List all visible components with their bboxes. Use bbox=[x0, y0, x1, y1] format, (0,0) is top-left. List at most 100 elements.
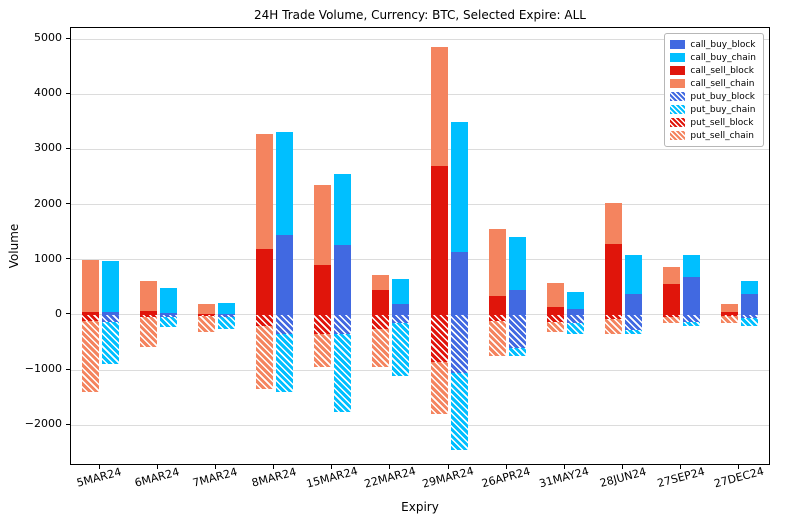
legend-swatch-put_buy_block bbox=[670, 92, 686, 101]
legend-label: put_buy_chain bbox=[690, 104, 756, 115]
bar-put_sell_block bbox=[605, 314, 623, 320]
legend-label: put_sell_block bbox=[690, 117, 754, 128]
x-tick-mark bbox=[273, 465, 275, 469]
bar-call_sell_block bbox=[372, 290, 390, 315]
y-tick-label: 1000 bbox=[34, 251, 62, 265]
bar-call_buy_chain bbox=[741, 280, 759, 294]
bar-put_sell_block bbox=[197, 314, 215, 317]
bar-call_sell_block bbox=[605, 244, 623, 315]
bar-call_sell_block bbox=[430, 165, 448, 315]
bar-call_buy_chain bbox=[508, 236, 526, 291]
bar-call_sell_chain bbox=[605, 202, 623, 245]
legend-label: put_sell_chain bbox=[690, 130, 754, 141]
bar-call_buy_chain bbox=[276, 131, 294, 235]
bar-call_sell_chain bbox=[721, 303, 739, 313]
bar-put_buy_block bbox=[625, 314, 643, 331]
bar-put_sell_chain bbox=[605, 319, 623, 335]
y-tick-mark bbox=[66, 313, 70, 315]
bar-call_buy_chain bbox=[101, 261, 119, 312]
bar-put_sell_block bbox=[430, 314, 448, 362]
legend-swatch-call_buy_chain bbox=[670, 53, 686, 62]
bar-call_sell_block bbox=[721, 312, 739, 315]
y-tick-label: −2000 bbox=[24, 417, 62, 431]
gridline bbox=[71, 93, 769, 95]
gridline bbox=[71, 424, 769, 426]
bar-put_buy_chain bbox=[334, 334, 352, 412]
bar-call_buy_block bbox=[741, 294, 759, 315]
bar-put_buy_chain bbox=[683, 321, 701, 327]
bar-put_sell_chain bbox=[139, 316, 157, 347]
gridline bbox=[71, 148, 769, 150]
x-tick-mark bbox=[680, 465, 682, 469]
bar-call_buy_chain bbox=[450, 121, 468, 252]
legend-item-put_sell_block: put_sell_block bbox=[670, 116, 756, 129]
bar-put_buy_chain bbox=[101, 321, 119, 364]
y-tick-mark bbox=[66, 258, 70, 260]
bar-put_buy_block bbox=[566, 314, 584, 324]
legend-label: call_sell_chain bbox=[690, 78, 755, 89]
bar-call_sell_block bbox=[488, 295, 506, 315]
bar-put_sell_block bbox=[139, 314, 157, 317]
bar-put_buy_chain bbox=[625, 330, 643, 335]
bar-call_sell_chain bbox=[314, 185, 332, 266]
bar-put_buy_block bbox=[217, 314, 235, 317]
bar-put_sell_chain bbox=[372, 328, 390, 368]
y-tick-label: 4000 bbox=[34, 86, 62, 100]
legend-item-call_sell_block: call_sell_block bbox=[670, 64, 756, 77]
bar-call_sell_chain bbox=[663, 266, 681, 285]
gridline bbox=[71, 369, 769, 371]
bar-put_buy_chain bbox=[741, 318, 759, 327]
bar-call_buy_chain bbox=[683, 254, 701, 278]
x-tick-mark bbox=[214, 465, 216, 469]
bar-put_buy_chain bbox=[450, 372, 468, 451]
bar-call_sell_chain bbox=[256, 133, 274, 249]
bar-call_buy_block bbox=[683, 277, 701, 315]
bar-call_buy_chain bbox=[159, 288, 177, 313]
bar-put_buy_chain bbox=[392, 323, 410, 376]
x-tick-mark bbox=[156, 465, 158, 469]
x-tick-mark bbox=[563, 465, 565, 469]
bar-call_buy_block bbox=[334, 244, 352, 315]
legend-label: put_buy_block bbox=[690, 91, 755, 102]
legend-label: call_sell_block bbox=[690, 65, 754, 76]
bar-put_sell_block bbox=[488, 314, 506, 321]
bar-put_sell_block bbox=[256, 314, 274, 327]
bar-call_sell_chain bbox=[372, 275, 390, 291]
bar-put_sell_block bbox=[546, 314, 564, 322]
bar-call_sell_block bbox=[256, 248, 274, 315]
bar-call_buy_block bbox=[508, 290, 526, 315]
bar-put_sell_chain bbox=[430, 361, 448, 415]
bar-call_sell_block bbox=[314, 265, 332, 315]
bar-put_buy_chain bbox=[217, 316, 235, 329]
bar-call_buy_chain bbox=[334, 174, 352, 245]
bar-call_buy_chain bbox=[566, 291, 584, 310]
y-tick-label: 2000 bbox=[34, 196, 62, 210]
x-tick-mark bbox=[447, 465, 449, 469]
legend-item-call_buy_chain: call_buy_chain bbox=[670, 51, 756, 64]
bar-put_buy_chain bbox=[566, 323, 584, 335]
bar-put_buy_chain bbox=[276, 334, 294, 393]
bar-put_buy_block bbox=[392, 314, 410, 324]
legend-label: call_buy_block bbox=[690, 39, 756, 50]
legend-item-call_sell_chain: call_sell_chain bbox=[670, 77, 756, 90]
y-tick-label: 0 bbox=[55, 306, 62, 320]
bar-put_buy_chain bbox=[508, 348, 526, 357]
bar-put_sell_block bbox=[721, 314, 739, 317]
bar-call_buy_block bbox=[450, 251, 468, 315]
y-tick-label: −1000 bbox=[24, 362, 62, 376]
x-axis-label: Expiry bbox=[401, 500, 439, 514]
bar-put_sell_block bbox=[81, 314, 99, 321]
bar-put_sell_chain bbox=[256, 326, 274, 390]
bar-put_sell_chain bbox=[81, 320, 99, 393]
legend-swatch-put_sell_chain bbox=[670, 131, 686, 140]
y-tick-mark bbox=[66, 92, 70, 94]
bar-call_buy_chain bbox=[625, 255, 643, 294]
legend-swatch-call_buy_block bbox=[670, 40, 686, 49]
bar-put_buy_block bbox=[276, 314, 294, 335]
bar-put_sell_chain bbox=[314, 334, 332, 368]
bar-put_sell_block bbox=[663, 314, 681, 318]
bar-put_buy_block bbox=[101, 314, 119, 322]
bar-call_sell_chain bbox=[81, 259, 99, 312]
bar-call_buy_chain bbox=[217, 303, 235, 315]
